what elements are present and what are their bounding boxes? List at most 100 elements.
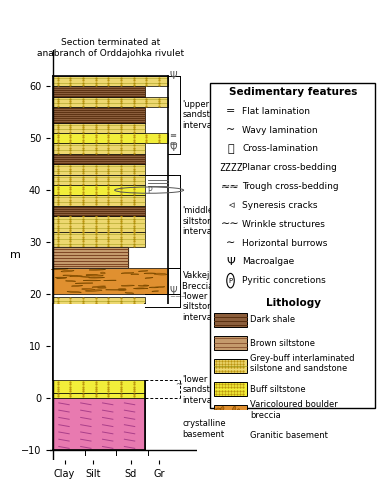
- Bar: [53, 154, 145, 164]
- Bar: [53, 380, 145, 392]
- Text: ∼∼: ∼∼: [221, 219, 240, 229]
- Ellipse shape: [154, 286, 165, 288]
- Bar: [53, 107, 145, 122]
- Ellipse shape: [121, 272, 134, 274]
- Text: $\Psi$: $\Psi$: [169, 68, 178, 80]
- Bar: [53, 398, 145, 450]
- Ellipse shape: [134, 288, 148, 289]
- Ellipse shape: [82, 288, 95, 290]
- Ellipse shape: [77, 276, 90, 278]
- Text: Lithology: Lithology: [266, 298, 321, 308]
- Bar: [53, 86, 145, 97]
- Bar: [53, 76, 168, 450]
- Ellipse shape: [144, 273, 156, 274]
- Text: Cross-lamination: Cross-lamination: [242, 144, 318, 154]
- Text: $\Psi$: $\Psi$: [169, 141, 178, 153]
- Bar: [53, 164, 145, 174]
- Text: Grey-buff interlaminated
silstone and sandstone: Grey-buff interlaminated silstone and sa…: [250, 354, 355, 374]
- Ellipse shape: [118, 288, 126, 290]
- Ellipse shape: [121, 285, 134, 286]
- Bar: [214, 406, 247, 419]
- Text: Sedimentary features: Sedimentary features: [229, 86, 357, 97]
- Ellipse shape: [75, 283, 93, 284]
- Bar: [214, 382, 247, 396]
- Ellipse shape: [216, 408, 221, 413]
- Text: Dark shale: Dark shale: [250, 316, 295, 324]
- Text: $\Psi$: $\Psi$: [169, 284, 178, 296]
- Text: ~~~: ~~~: [169, 294, 187, 300]
- Text: ≡: ≡: [169, 139, 176, 148]
- Text: Pyritic concretions: Pyritic concretions: [242, 276, 326, 285]
- Bar: [53, 122, 145, 133]
- Ellipse shape: [86, 274, 98, 276]
- Ellipse shape: [152, 291, 159, 292]
- Bar: [53, 96, 168, 107]
- Ellipse shape: [237, 412, 240, 422]
- Ellipse shape: [55, 277, 67, 278]
- Ellipse shape: [66, 280, 76, 281]
- Text: 'upper
sandstone'
interval: 'upper sandstone' interval: [183, 100, 229, 130]
- Text: 'lower
sandstone'
interval: 'lower sandstone' interval: [183, 375, 229, 405]
- Bar: [53, 232, 145, 247]
- Text: Planar cross-bedding: Planar cross-bedding: [242, 164, 337, 172]
- Text: Poor outcrop: Poor outcrop: [56, 336, 113, 345]
- Text: ≡: ≡: [169, 131, 176, 140]
- Text: 'lower
siltstone'
interval: 'lower siltstone' interval: [183, 292, 220, 322]
- Ellipse shape: [154, 273, 167, 275]
- Bar: [214, 336, 247, 350]
- Text: Horizontal burrows: Horizontal burrows: [242, 238, 328, 248]
- Bar: [53, 174, 145, 185]
- Ellipse shape: [143, 285, 149, 286]
- Ellipse shape: [138, 270, 148, 272]
- Ellipse shape: [149, 287, 158, 288]
- Ellipse shape: [89, 269, 105, 270]
- Text: Trough cross-bedding: Trough cross-bedding: [242, 182, 339, 191]
- Ellipse shape: [220, 406, 224, 413]
- Bar: [53, 185, 145, 196]
- Text: Brown siltstone: Brown siltstone: [250, 338, 315, 347]
- Text: ≈≈: ≈≈: [221, 182, 240, 192]
- Text: Wavy lamination: Wavy lamination: [242, 126, 318, 134]
- Ellipse shape: [134, 288, 144, 289]
- Ellipse shape: [125, 292, 134, 294]
- Ellipse shape: [214, 409, 218, 416]
- Ellipse shape: [92, 286, 105, 288]
- Text: Ψ: Ψ: [226, 257, 235, 267]
- Bar: [53, 247, 128, 268]
- Text: Buff siltstone: Buff siltstone: [250, 384, 306, 394]
- Text: Granitic basement: Granitic basement: [250, 431, 328, 440]
- Bar: [53, 144, 145, 154]
- Ellipse shape: [89, 277, 105, 278]
- Bar: [53, 304, 174, 380]
- Ellipse shape: [100, 272, 105, 274]
- Text: Wrinkle structures: Wrinkle structures: [242, 220, 325, 228]
- Bar: [53, 268, 168, 294]
- FancyBboxPatch shape: [210, 84, 375, 408]
- Bar: [214, 359, 247, 373]
- Polygon shape: [53, 247, 128, 268]
- Text: ~: ~: [226, 125, 235, 135]
- Text: ∼: ∼: [226, 238, 235, 248]
- Text: Flat lamination: Flat lamination: [242, 107, 310, 116]
- Text: 'middle
siltstone'
interval: 'middle siltstone' interval: [183, 206, 220, 236]
- Bar: [214, 428, 247, 442]
- Ellipse shape: [63, 275, 78, 276]
- Bar: [53, 206, 145, 216]
- Ellipse shape: [85, 290, 102, 292]
- Text: Syneresis cracks: Syneresis cracks: [242, 201, 318, 210]
- Ellipse shape: [86, 274, 103, 276]
- Text: P: P: [229, 278, 233, 283]
- Ellipse shape: [51, 268, 68, 270]
- Bar: [53, 392, 145, 398]
- Text: ◃: ◃: [228, 200, 233, 210]
- Bar: [53, 296, 145, 304]
- Bar: [53, 76, 168, 86]
- Text: Macroalgae: Macroalgae: [242, 258, 295, 266]
- Text: Vakkejokk
Breccia Bed: Vakkejokk Breccia Bed: [183, 271, 233, 290]
- Ellipse shape: [83, 280, 100, 281]
- Text: ~: ~: [175, 380, 182, 390]
- Text: Section terminated at
anabranch of Orddajohka rivulet: Section terminated at anabranch of Ordda…: [37, 38, 184, 58]
- Text: ⌣: ⌣: [227, 144, 234, 154]
- Bar: [53, 133, 168, 143]
- Bar: [53, 196, 145, 205]
